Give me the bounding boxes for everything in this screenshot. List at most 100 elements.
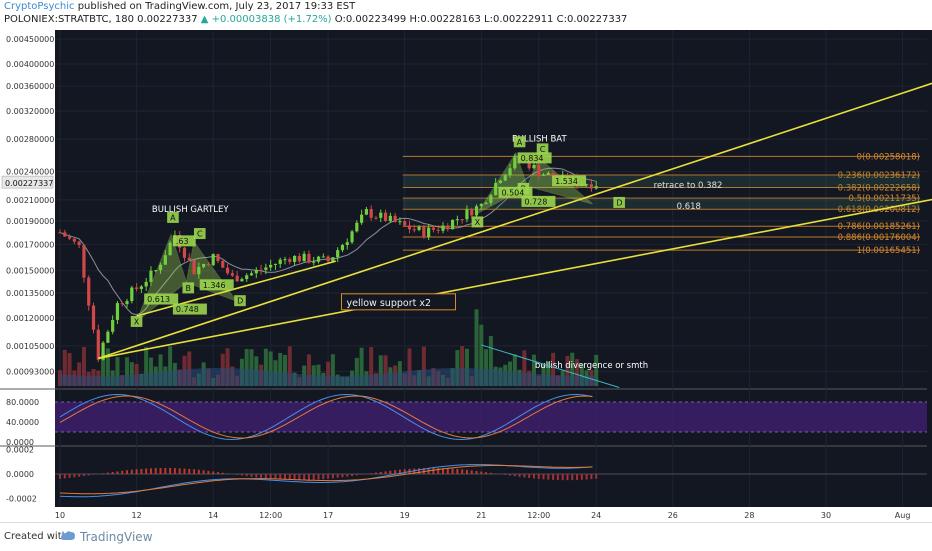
macd-hist-bar (217, 472, 219, 474)
candle-body (499, 181, 502, 183)
candle-body (532, 165, 535, 168)
macd-hist-bar (533, 474, 535, 478)
candle-body (63, 232, 66, 236)
candle-body (274, 264, 277, 265)
macd-hist-bar (471, 470, 473, 474)
candle-body (465, 209, 468, 219)
candle-body (269, 265, 272, 268)
candle-body (542, 175, 545, 176)
pattern-label: 0.613 (147, 295, 170, 304)
footer: Created with TradingView (0, 522, 932, 551)
x-tick-label: Aug (895, 511, 911, 520)
candle-body (307, 254, 310, 263)
macd-hist-bar (341, 474, 343, 477)
pattern-label: D (237, 297, 243, 306)
fib-level-label: 0(0.00258018) (857, 152, 920, 162)
pattern-label: .63 (176, 237, 189, 246)
candle-body (537, 165, 540, 176)
publish-info: published on TradingView.com, July 23, 2… (78, 1, 356, 12)
macd-hist-bar (586, 474, 588, 479)
macd-hist-bar (318, 474, 320, 479)
candle-body (432, 228, 435, 230)
candle-body (374, 218, 377, 219)
x-tick-label: 24 (591, 511, 601, 520)
macd-hist-bar (590, 474, 592, 479)
symbol-line: POLONIEX:STRATBTC, 180 0.00227337 ▲ +0.0… (4, 14, 627, 28)
macd-hist-bar (389, 471, 391, 474)
macd-hist-bar (538, 474, 540, 479)
last-price: 0.00227337 (137, 14, 197, 25)
macd-hist-bar (437, 468, 439, 474)
macd-hist-bar (145, 469, 147, 475)
candle-body (135, 288, 138, 289)
pattern-label: 0.834 (521, 154, 544, 163)
candle-body (169, 243, 172, 255)
candle-body (130, 288, 133, 302)
tradingview-brand[interactable]: TradingView (80, 530, 153, 544)
candle-body (188, 258, 191, 260)
macd-hist-bar (351, 474, 353, 476)
candle-body (140, 286, 143, 289)
candle-body (226, 268, 229, 273)
candle-body (58, 232, 61, 233)
candle-body (346, 242, 349, 245)
candle-body (322, 257, 325, 258)
y-tick-label: 0.00400000 (6, 60, 54, 69)
x-tick-label: 12 (132, 511, 142, 520)
price-chart[interactable]: 0.004500000.004000000.003600000.00320000… (0, 30, 932, 522)
macd-hist-bar (260, 474, 262, 478)
gartley-point-x: X (131, 316, 143, 327)
low-value: 0.00222911 (493, 14, 553, 25)
candle-body (97, 330, 100, 360)
x-tick-label: 12:00 (259, 511, 282, 520)
candle-body (403, 221, 406, 225)
macd-hist-bar (112, 472, 114, 474)
macd-hist-bar (150, 468, 152, 474)
macd-hist-bar (547, 474, 549, 480)
macd-hist-bar (160, 468, 162, 474)
macd-hist-bar (188, 469, 190, 474)
macd-hist-bar (514, 474, 516, 476)
macd-hist-bar (88, 474, 90, 475)
candle-body (298, 256, 301, 261)
candle-body (331, 257, 334, 261)
x-tick-label: 14 (208, 511, 218, 520)
candle-body (250, 273, 253, 275)
macd-hist-bar (476, 471, 478, 474)
gartley-ratio-3: .63 (173, 235, 196, 246)
author-link[interactable]: CryptoPsychic (4, 1, 75, 12)
macd-hist-bar (543, 474, 545, 479)
macd-hist-bar (198, 470, 200, 474)
macd-hist-bar (557, 474, 559, 480)
macd-hist-bar (255, 474, 257, 477)
gartley-ratio-4: 1.346 (200, 279, 234, 290)
macd-hist-bar (490, 473, 492, 474)
macd-hist-bar (227, 473, 229, 474)
candle-body (73, 239, 76, 242)
macd-hist-bar (571, 474, 573, 480)
candle-body (317, 257, 320, 262)
candle-body (231, 273, 234, 275)
macd-hist-bar (418, 468, 420, 474)
candle-body (216, 254, 219, 261)
x-tick-label: 17 (323, 511, 333, 520)
bat-point-a: A (514, 136, 526, 147)
macd-hist-bar (207, 471, 209, 474)
macd-hist-bar (562, 474, 564, 480)
candle-body (245, 275, 248, 279)
current-price-label: 0.00227337 (5, 179, 53, 188)
pattern-label: 1.534 (555, 177, 578, 186)
candle-body (312, 262, 315, 263)
candle-body (389, 216, 392, 221)
macd-hist-bar (404, 469, 406, 474)
candle-body (370, 209, 373, 218)
macd-hist-bar (394, 470, 396, 474)
candle-body (154, 270, 157, 271)
pattern-label: 0.748 (176, 305, 199, 314)
bat-point-x: X (472, 216, 484, 227)
candle-body (513, 157, 516, 168)
candle-body (470, 209, 473, 215)
candle-body (489, 195, 492, 203)
x-tick-label: 12:00 (527, 511, 550, 520)
candle-body (355, 223, 358, 232)
